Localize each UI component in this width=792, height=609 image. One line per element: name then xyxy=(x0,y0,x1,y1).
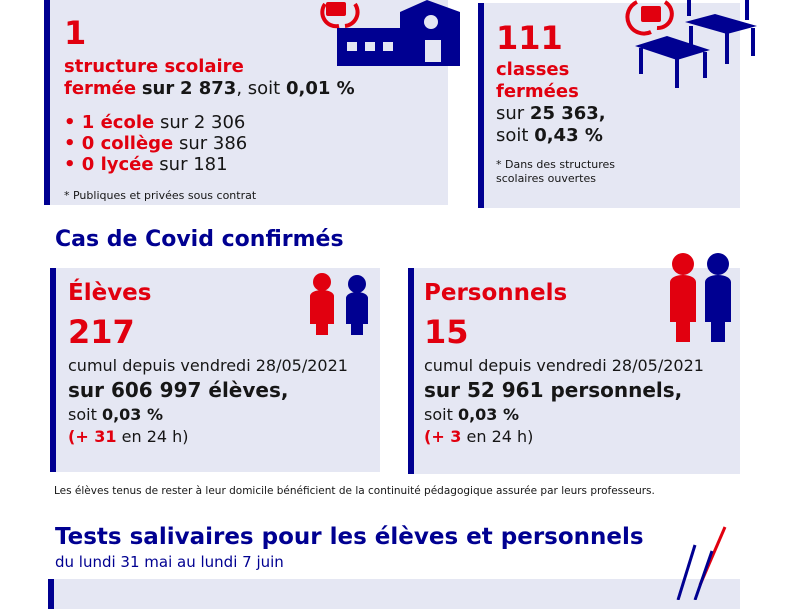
personnels-total: sur 52 961 personnels, xyxy=(424,378,683,402)
tests-subtitle: du lundi 31 mai au lundi 7 juin xyxy=(55,553,284,571)
personnels-cumul: cumul depuis vendredi 28/05/2021 xyxy=(424,356,704,375)
eleves-percent: 0,03 % xyxy=(101,405,164,424)
eleves-title: Élèves xyxy=(68,280,152,306)
sur: sur xyxy=(141,78,175,99)
structures-label-2: fermée xyxy=(64,78,137,99)
closed-school-icon xyxy=(320,0,460,66)
eleves-delta: (+ 31 en 24 h) xyxy=(68,427,189,446)
classes-panel: 111 classes fermées sur 25 363, soit 0,4… xyxy=(478,3,740,208)
list-item: • 1 école sur 2 306 xyxy=(64,112,246,133)
eleves-cumul: cumul depuis vendredi 28/05/2021 xyxy=(68,356,348,375)
structures-list: • 1 école sur 2 306 • 0 collège sur 386 … xyxy=(64,112,247,175)
classes-total: 25 363, xyxy=(529,103,606,124)
eleves-number: 217 xyxy=(68,313,135,351)
eleves-total: sur 606 997 élèves, xyxy=(68,378,289,402)
classes-footnote: * Dans des structures xyxy=(496,158,616,171)
list-item: • 0 collège sur 386 xyxy=(64,133,248,154)
soit: soit xyxy=(424,405,453,424)
sur: sur xyxy=(496,103,525,124)
soit: , soit xyxy=(236,78,281,99)
classes-percent: 0,43 % xyxy=(534,125,603,146)
soit: soit xyxy=(68,405,97,424)
tests-panel xyxy=(48,579,740,609)
structures-number: 1 xyxy=(64,14,87,52)
personnels-title: Personnels xyxy=(424,280,568,306)
structures-summary: structure scolaire fermée sur 2 873, soi… xyxy=(64,56,355,100)
tests-heading: Tests salivaires pour les élèves et pers… xyxy=(55,524,644,550)
staff-icon xyxy=(670,253,731,342)
classes-number: 111 xyxy=(496,19,563,57)
structures-percent: 0,01 % xyxy=(285,78,355,99)
structures-label: structure scolaire xyxy=(64,56,244,77)
covid-heading: Cas de Covid confirmés xyxy=(55,227,344,252)
closed-classroom-desks-icon xyxy=(625,0,757,88)
students-icon xyxy=(310,273,368,335)
covid-note: Les élèves tenus de rester à leur domici… xyxy=(54,485,655,497)
personnels-delta: (+ 3 en 24 h) xyxy=(424,427,534,446)
classes-label: classes xyxy=(496,59,570,80)
personnels-number: 15 xyxy=(424,313,469,351)
personnels-percent: 0,03 % xyxy=(457,405,520,424)
soit: soit xyxy=(496,125,529,146)
classes-label-2: fermées xyxy=(496,81,579,102)
flag-stripes-decoration xyxy=(676,526,727,600)
structures-footnote: * Publiques et privées sous contrat xyxy=(64,189,257,202)
list-item: • 0 lycée sur 181 xyxy=(64,154,228,175)
structures-total: 2 873 xyxy=(179,78,237,99)
classes-footnote-2: scolaires ouvertes xyxy=(496,172,596,185)
